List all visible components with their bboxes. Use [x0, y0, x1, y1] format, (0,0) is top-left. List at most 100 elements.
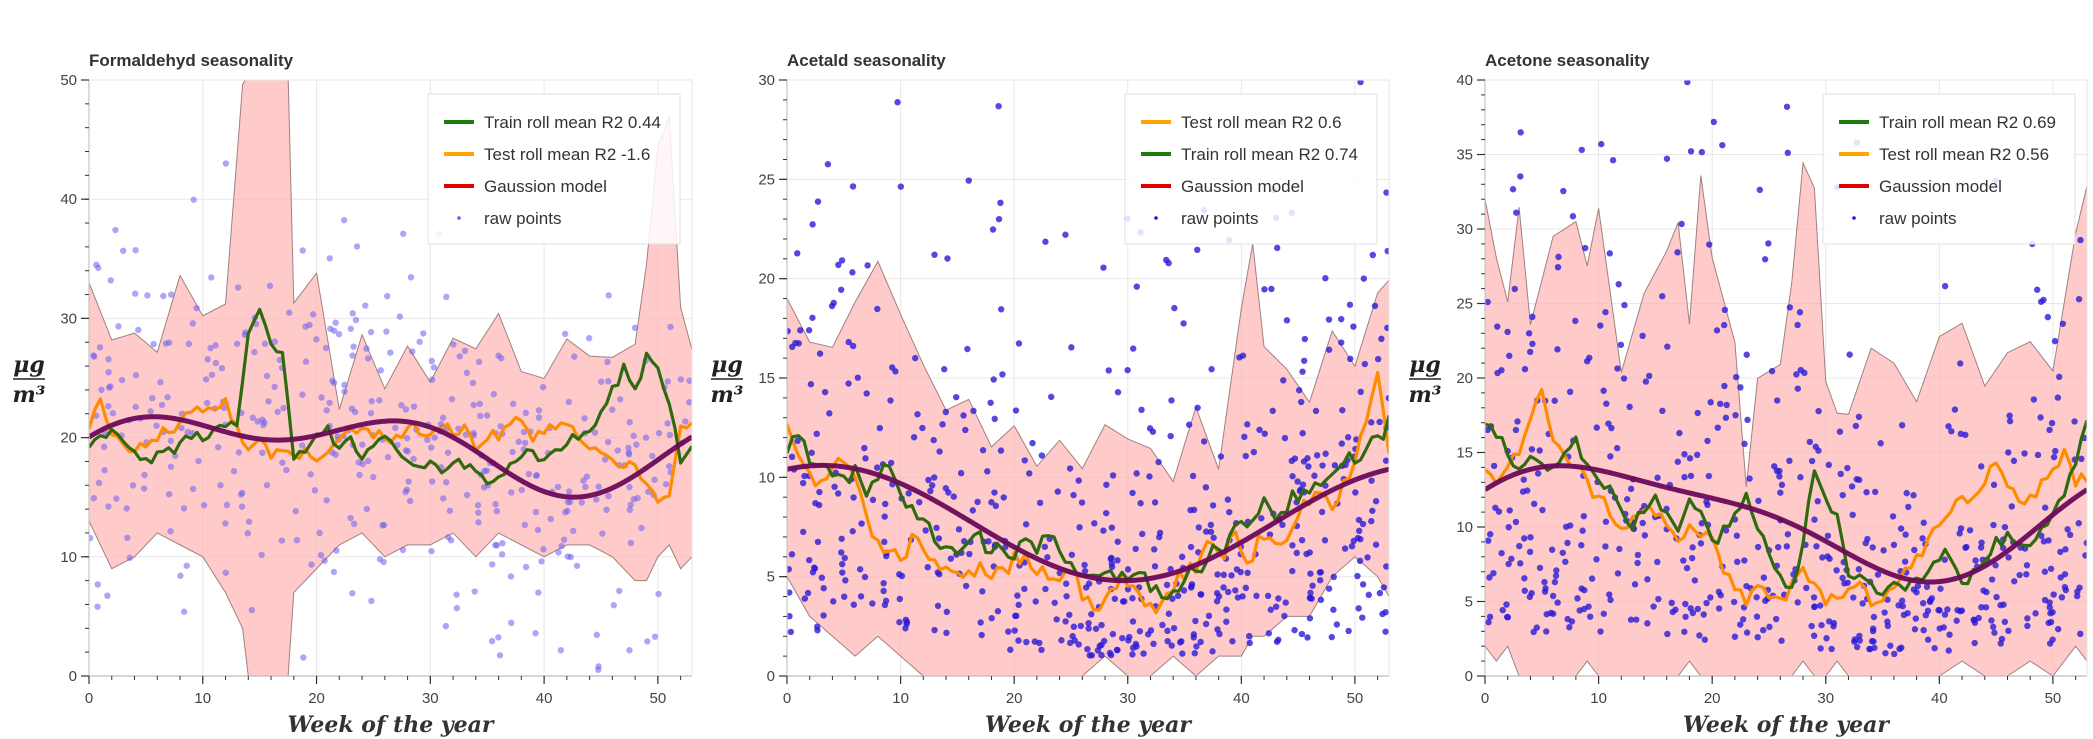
raw-point — [1766, 623, 1773, 631]
raw-point — [1359, 520, 1367, 528]
raw-point — [1081, 567, 1089, 575]
raw-point — [1505, 560, 1512, 568]
raw-point — [1773, 397, 1781, 404]
raw-point — [1880, 547, 1887, 554]
raw-point — [1957, 525, 1965, 532]
raw-point — [1299, 368, 1306, 375]
raw-point — [1877, 440, 1884, 447]
raw-point — [1042, 238, 1049, 245]
raw-point — [1339, 406, 1346, 414]
raw-point — [1202, 620, 1210, 628]
raw-point — [806, 556, 813, 564]
raw-point — [1063, 593, 1070, 600]
raw-point — [1583, 357, 1591, 365]
raw-point — [964, 345, 971, 353]
x-tick-label: 0 — [1481, 690, 1489, 707]
raw-point — [566, 498, 574, 506]
raw-point — [1021, 457, 1028, 464]
raw-point — [1179, 650, 1186, 657]
raw-point — [507, 573, 515, 580]
raw-point — [1494, 323, 1501, 330]
raw-point — [820, 585, 827, 592]
raw-point — [522, 409, 529, 417]
raw-point — [456, 353, 463, 360]
raw-point — [1719, 141, 1726, 149]
raw-point — [144, 292, 151, 299]
raw-point — [627, 501, 634, 508]
y-tick-label: 20 — [60, 430, 77, 447]
raw-point — [1900, 611, 1908, 619]
raw-point — [1811, 603, 1818, 610]
raw-point — [799, 479, 807, 487]
raw-point — [1527, 348, 1534, 356]
raw-point — [801, 472, 808, 480]
raw-point — [1889, 513, 1897, 520]
raw-point — [841, 554, 848, 562]
raw-point — [440, 495, 447, 502]
raw-point — [861, 573, 869, 581]
raw-point — [1075, 477, 1082, 484]
raw-point — [1559, 549, 1566, 556]
raw-point — [180, 608, 188, 615]
raw-point — [1307, 589, 1314, 597]
raw-point — [1700, 611, 1707, 618]
raw-point — [474, 502, 482, 509]
raw-point — [1566, 522, 1574, 529]
raw-point — [1114, 538, 1121, 545]
raw-point — [445, 534, 452, 541]
raw-point — [874, 305, 881, 313]
raw-point — [1165, 259, 1172, 267]
raw-point — [1688, 554, 1696, 562]
legend-label: Test roll mean R2 0.6 — [1181, 113, 1342, 132]
raw-point — [1778, 637, 1785, 644]
raw-point — [1100, 264, 1107, 271]
raw-point — [1734, 558, 1741, 566]
raw-point — [1357, 388, 1364, 396]
raw-point — [1713, 327, 1721, 334]
raw-point — [1000, 494, 1007, 501]
raw-point — [1333, 621, 1341, 628]
raw-point — [1015, 340, 1023, 347]
raw-point — [1517, 129, 1524, 136]
raw-point — [962, 426, 969, 434]
raw-point — [190, 196, 197, 203]
raw-point — [821, 388, 829, 396]
raw-point — [204, 356, 211, 363]
raw-point — [1311, 472, 1318, 479]
raw-point — [387, 349, 394, 356]
raw-point — [1129, 651, 1136, 658]
raw-point — [1755, 497, 1762, 505]
raw-point — [1731, 633, 1739, 640]
raw-point — [1178, 638, 1185, 645]
legend-label: Train roll mean R2 0.74 — [1181, 145, 1358, 164]
raw-point — [858, 520, 865, 527]
legend-label: Gaussion model — [1181, 177, 1304, 196]
raw-point — [979, 588, 986, 595]
raw-point — [1891, 650, 1898, 658]
raw-point — [947, 555, 955, 562]
raw-point — [984, 468, 991, 475]
raw-point — [359, 441, 366, 448]
raw-point — [1298, 398, 1305, 406]
raw-point — [1011, 627, 1018, 634]
raw-point — [330, 379, 338, 386]
y-tick-label: 30 — [1456, 221, 1473, 238]
raw-point — [96, 344, 104, 351]
legend-label: Train roll mean R2 0.69 — [1879, 113, 2056, 132]
raw-point — [1268, 285, 1275, 293]
raw-point — [1236, 354, 1243, 361]
raw-point — [882, 500, 889, 508]
raw-point — [1992, 562, 1999, 569]
raw-point — [316, 529, 323, 537]
raw-point — [1062, 231, 1069, 238]
raw-point — [2030, 396, 2038, 403]
raw-point — [1345, 627, 1352, 635]
raw-point — [1139, 530, 1146, 538]
y-tick-label: 50 — [60, 72, 77, 89]
raw-point — [1548, 546, 1556, 553]
raw-point — [509, 448, 516, 456]
raw-point — [150, 340, 157, 348]
raw-point — [849, 183, 857, 190]
raw-point — [470, 401, 477, 409]
raw-point — [1137, 500, 1144, 507]
